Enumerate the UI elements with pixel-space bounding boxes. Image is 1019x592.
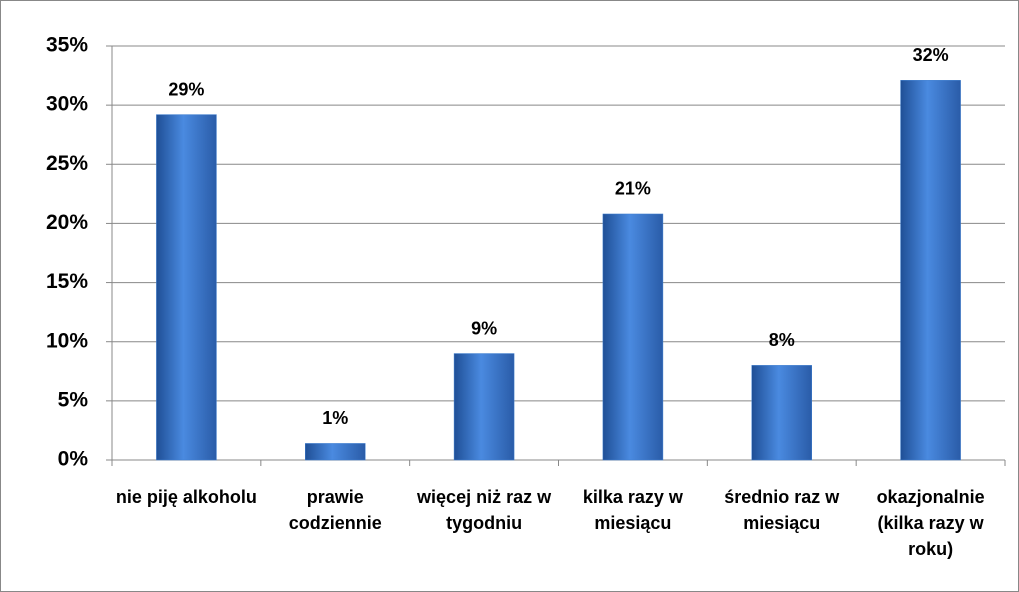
data-label: 21%: [615, 179, 651, 199]
bar: [453, 353, 515, 461]
x-tick-label: więcej niż raz w tygodniu: [417, 487, 552, 533]
x-tick-label: prawie codziennie: [288, 487, 382, 533]
x-tick-label: okazjonalnie (kilka razy w roku): [876, 487, 985, 559]
x-tick-label: średnio raz w miesiącu: [724, 487, 840, 533]
data-label: 9%: [471, 318, 497, 338]
data-label: 8%: [769, 330, 795, 350]
bar: [602, 213, 664, 461]
y-tick-label: 30%: [46, 93, 88, 116]
y-tick-label: 25%: [46, 152, 88, 175]
y-tick-label: 20%: [46, 211, 88, 234]
bar: [305, 443, 366, 461]
y-tick-label: 15%: [46, 270, 88, 293]
x-tick-label: kilka razy w miesiącu: [582, 487, 683, 533]
data-label: 29%: [168, 79, 204, 99]
bar: [751, 365, 812, 461]
x-tick-label: nie piję alkoholu: [115, 487, 257, 507]
y-tick-label: 10%: [46, 329, 88, 352]
y-tick-label: 5%: [58, 388, 89, 411]
y-tick-label: 0%: [58, 448, 89, 471]
data-label: 1%: [322, 408, 348, 428]
y-tick-label: 35%: [46, 34, 88, 57]
data-label: 32%: [913, 45, 949, 65]
bar: [156, 114, 217, 461]
bar: [900, 80, 961, 461]
